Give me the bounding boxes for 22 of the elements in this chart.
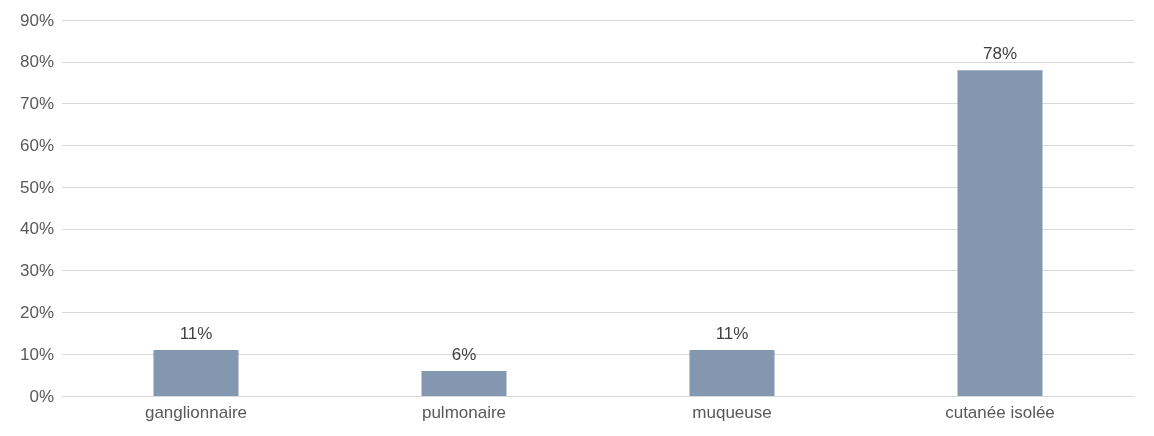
y-tick-label: 30% (19, 261, 54, 281)
y-tick-label: 40% (19, 219, 54, 239)
y-tick-label: 90% (19, 10, 54, 30)
y-tick-label: 80% (19, 52, 54, 72)
data-label: 6% (451, 344, 477, 364)
y-tick-label: 10% (19, 344, 54, 364)
data-label: 11% (179, 324, 213, 344)
bar (689, 350, 775, 396)
y-tick-label: 0% (29, 386, 54, 406)
x-tick-label: ganglionnaire (144, 403, 248, 422)
bar (957, 70, 1043, 396)
x-tick-label: cutanée isolée (945, 403, 1055, 422)
bar (153, 350, 239, 396)
data-label: 78% (982, 44, 1018, 64)
x-tick-label: pulmonaire (421, 403, 507, 422)
bar (421, 370, 507, 396)
x-tick-label: muqueuse (692, 403, 772, 422)
y-tick-label: 50% (19, 177, 54, 197)
y-tick-label: 70% (19, 94, 54, 114)
y-tick-label: 20% (19, 302, 54, 322)
y-tick-label: 60% (19, 135, 54, 155)
data-label: 11% (715, 324, 749, 344)
